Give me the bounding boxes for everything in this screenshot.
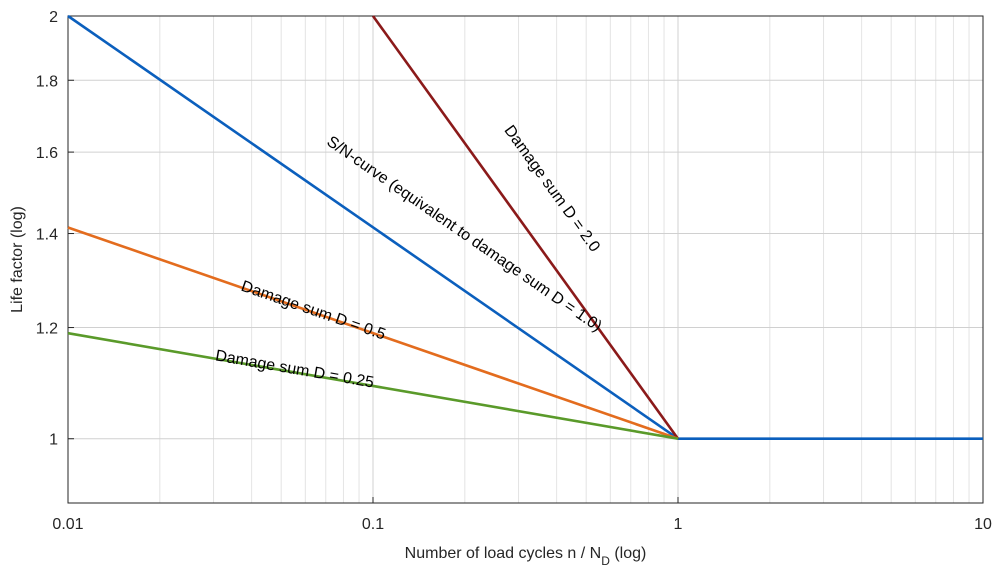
- series-line-2: [67, 226, 679, 440]
- grid: [67, 15, 984, 503]
- y-tick-label: 1.6: [36, 145, 58, 162]
- y-tick-label: 2: [49, 9, 58, 26]
- x-axis-label-main: Number of load cycles n / N: [405, 545, 602, 562]
- axis-ticks: 0.01 0.1 1 10 1 1.2 1.4 1.6 1.8 2: [36, 9, 992, 533]
- series-line-3: [67, 331, 679, 440]
- y-tick-label: 1.8: [36, 73, 58, 90]
- plot-frame: [67, 15, 984, 504]
- series-line-1: [371, 15, 680, 440]
- x-tick-label: 0.01: [52, 516, 83, 533]
- series: [67, 14, 983, 441]
- x-tick-label: 1: [674, 516, 683, 533]
- annotation-label-0: S/N-curve (equivalent to damage sum D = …: [323, 133, 604, 335]
- annotation-label-3: Damage sum D = 0.25: [214, 348, 375, 392]
- y-tick-label: 1.2: [36, 321, 58, 338]
- y-axis-label: Life factor (log): [9, 206, 26, 313]
- y-tick-label: 1: [49, 432, 58, 449]
- y-tick-label: 1.4: [36, 227, 58, 244]
- x-tick-label: 0.1: [362, 516, 384, 533]
- x-axis-label: Number of load cycles n / ND (log): [405, 545, 647, 568]
- annotation-label-2: Damage sum D = 0.5: [239, 278, 388, 344]
- annotation-label-1: Damage sum D = 2.0: [500, 122, 603, 255]
- x-axis-label-suffix: (log): [610, 545, 646, 562]
- x-tick-label: 10: [974, 516, 992, 533]
- x-axis-label-subscript: D: [601, 554, 610, 568]
